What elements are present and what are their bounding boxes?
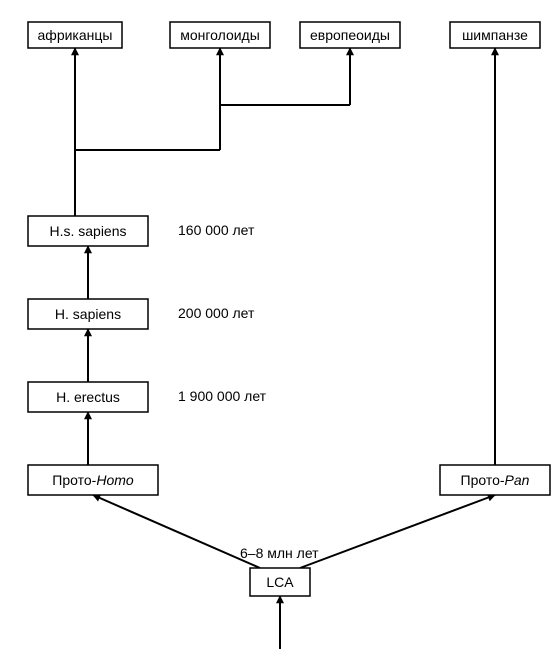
node-label-hss: H.s. sapiens — [49, 223, 126, 239]
node-europeoids: европеоиды — [300, 22, 400, 48]
side-label-he: 1 900 000 лет — [178, 388, 267, 404]
node-africans: африканцы — [28, 22, 122, 48]
node-protopan: Прото-Pan — [440, 465, 550, 495]
node-protohomo: Прото-Homo — [28, 465, 158, 495]
node-chimp: шимпанзе — [450, 22, 540, 48]
side-label-hss: 160 000 лет — [178, 222, 255, 238]
node-label-lca: LCA — [266, 574, 294, 590]
node-label-europeoids: европеоиды — [310, 27, 390, 43]
node-he: H. erectus — [28, 382, 148, 412]
edge — [93, 495, 260, 568]
side-label-hs: 200 000 лет — [178, 305, 255, 321]
node-label-protopan: Прото-Pan — [461, 472, 530, 488]
node-lca: LCA — [250, 568, 310, 596]
node-mongoloids: монголоиды — [170, 22, 270, 48]
edge — [300, 495, 495, 568]
node-hs: H. sapiens — [28, 299, 148, 329]
side-label-lca: 6–8 млн лет — [240, 545, 319, 561]
node-hss: H.s. sapiens — [28, 216, 148, 246]
node-label-chimp: шимпанзе — [462, 27, 528, 43]
node-label-hs: H. sapiens — [55, 306, 121, 322]
node-label-protohomo: Прото-Homo — [52, 472, 134, 488]
node-label-africans: африканцы — [38, 27, 113, 43]
node-label-mongoloids: монголоиды — [180, 27, 260, 43]
node-label-he: H. erectus — [56, 389, 120, 405]
